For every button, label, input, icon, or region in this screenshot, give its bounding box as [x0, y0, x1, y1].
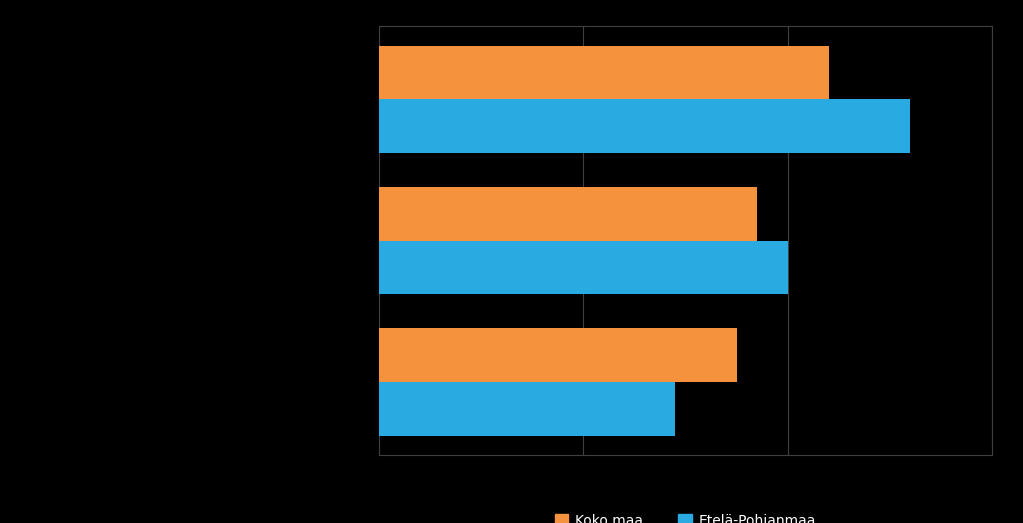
Bar [379, 46, 829, 99]
Bar [379, 187, 757, 241]
Bar [379, 241, 788, 294]
Bar [379, 382, 675, 436]
Legend: Koko maa, Etelä-Pohjanmaa: Koko maa, Etelä-Pohjanmaa [549, 509, 821, 523]
Bar [379, 328, 737, 382]
Bar [379, 99, 910, 153]
